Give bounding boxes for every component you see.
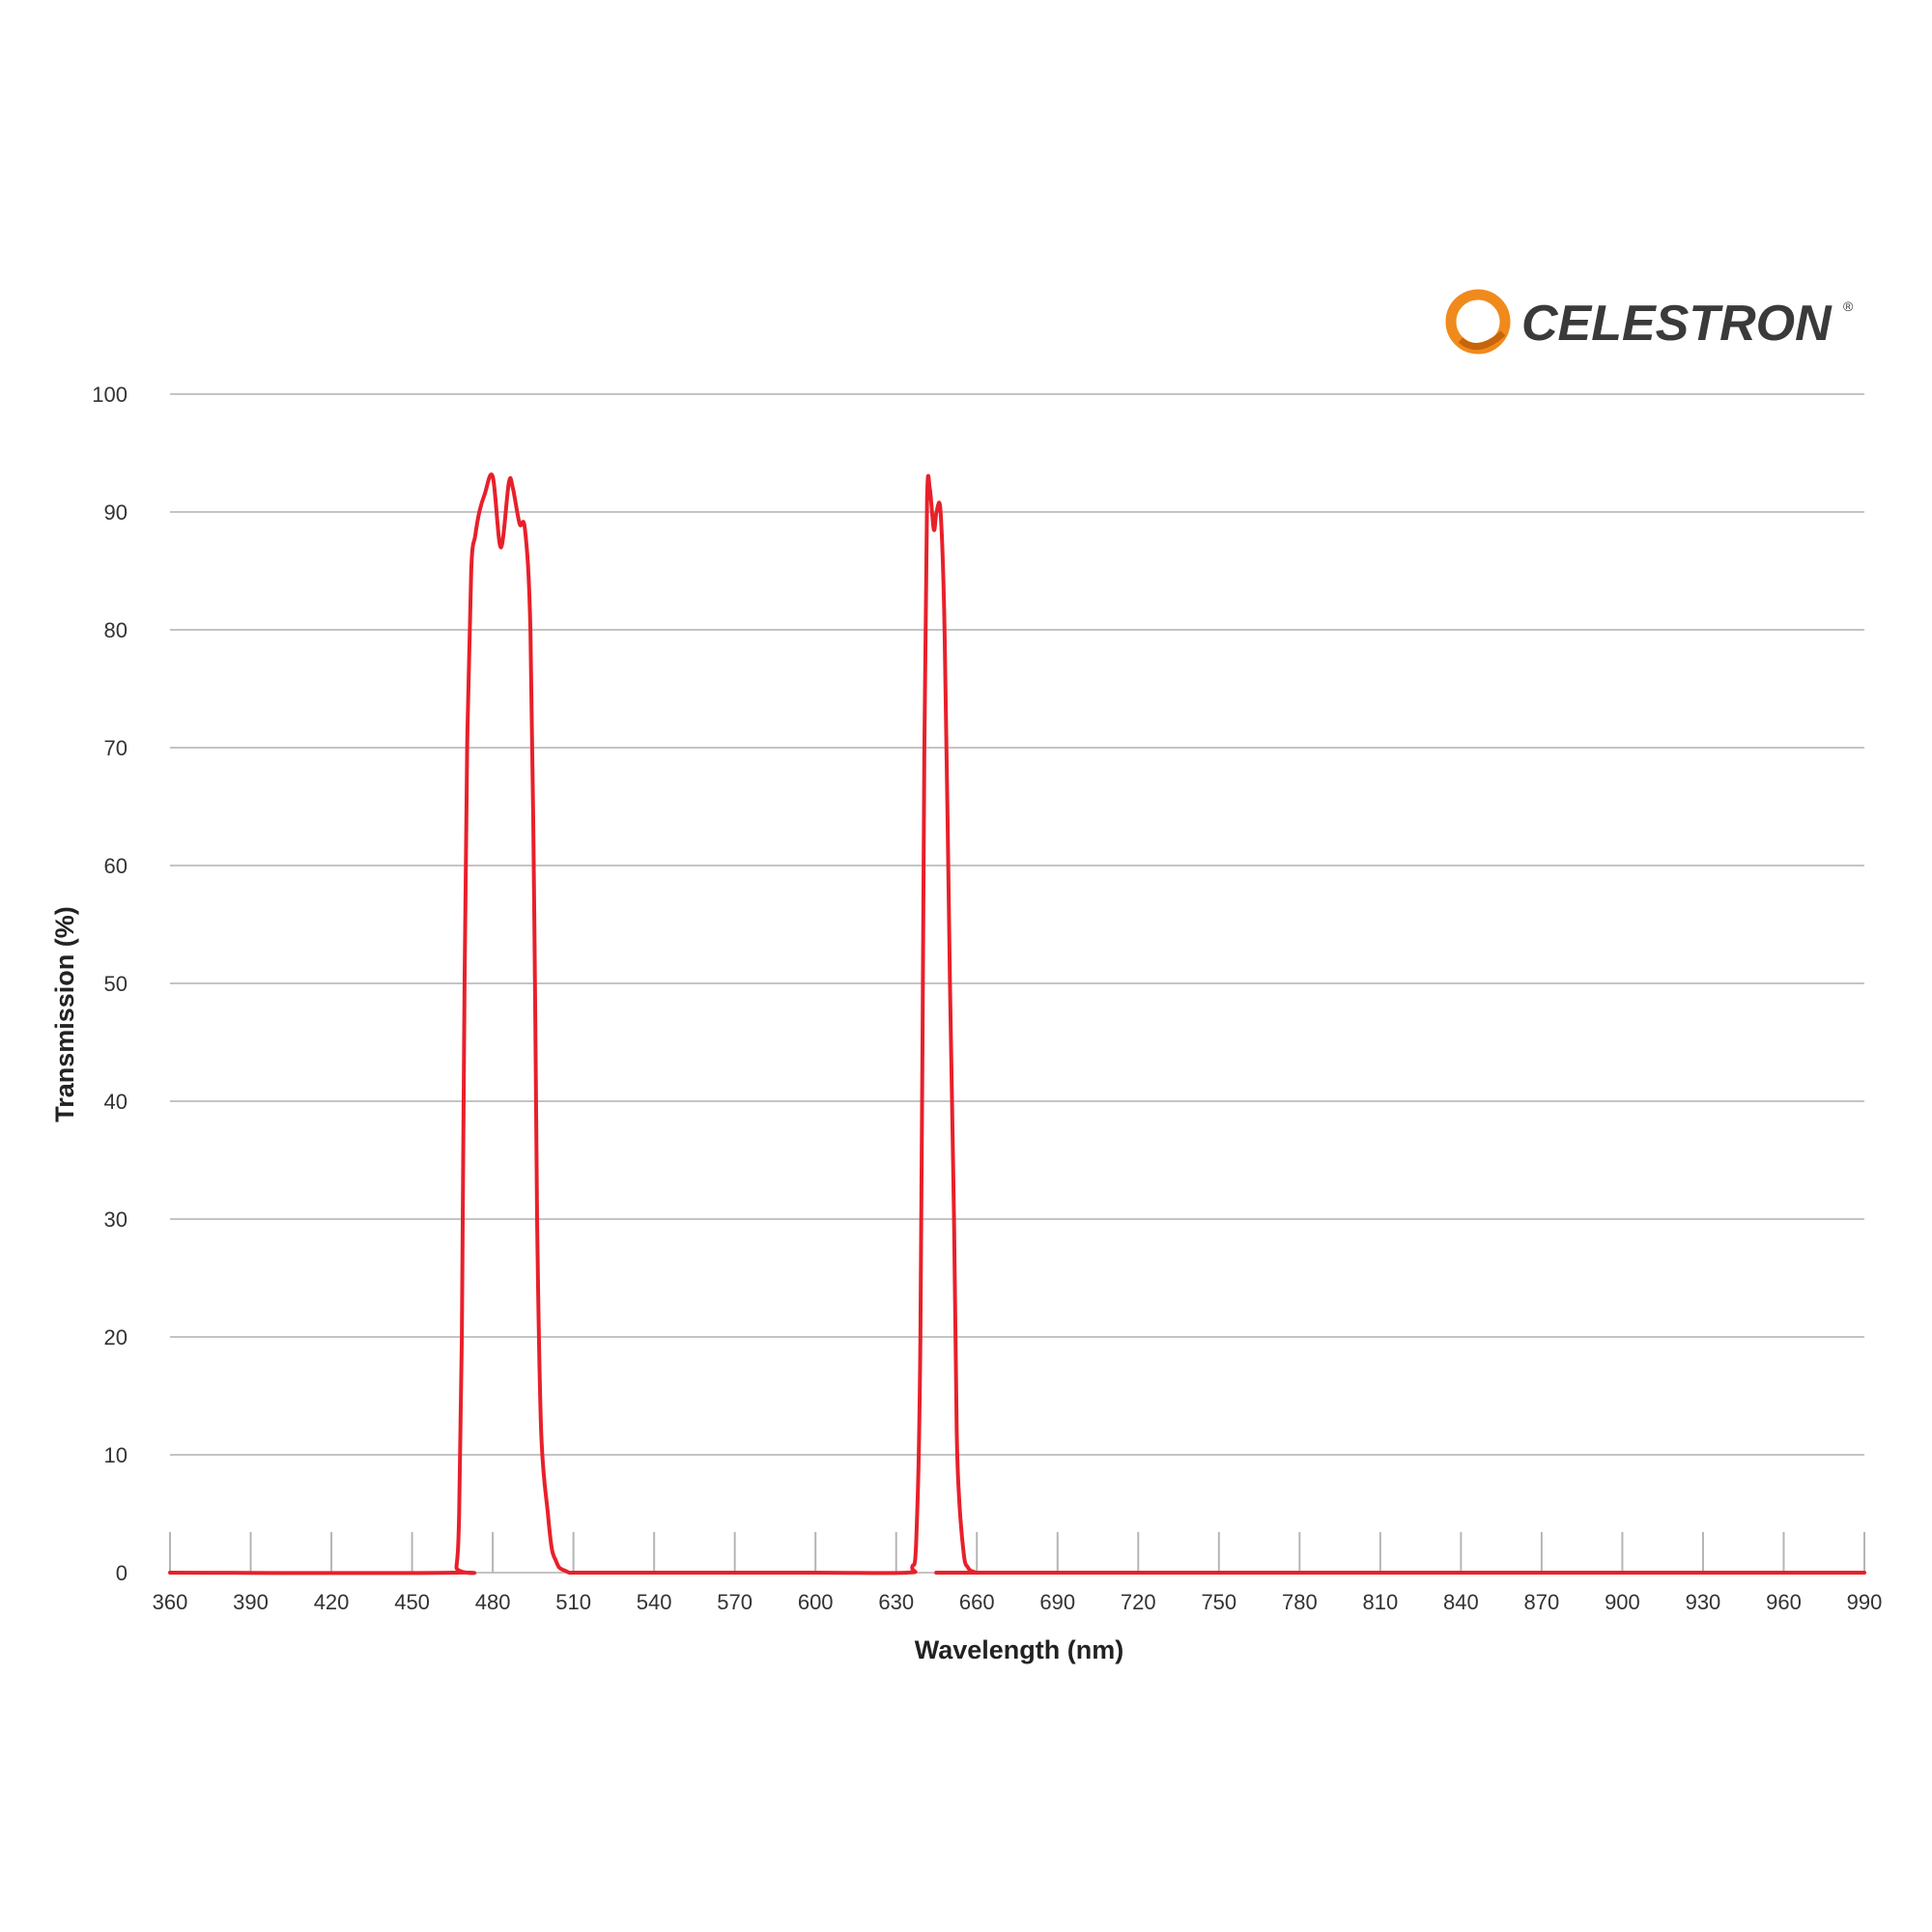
y-tick-label: 60 [104,854,128,878]
brand-name: CELESTRON [1521,296,1833,352]
x-tick-label: 810 [1362,1590,1398,1614]
x-axis: 360 390 420 450 480 510 540 570 600 630 660 690 720 7… [153,1532,1883,1614]
x-tick-label: 450 [394,1590,430,1614]
x-tick-label: 690 [1039,1590,1075,1614]
y-tick-label: 40 [104,1090,128,1114]
x-tick-label: 570 [717,1590,753,1614]
y-tick-label: 30 [104,1208,128,1232]
x-tick-label: 390 [233,1590,269,1614]
transmission-line-series-0 [168,472,1866,1576]
x-tick-label: 510 [555,1590,591,1614]
x-tick-label: 720 [1121,1590,1156,1614]
y-axis-title: Transmission (%) [50,906,79,1122]
x-tick-label: 600 [798,1590,834,1614]
y-tick-label: 20 [104,1325,128,1350]
grid-lines [170,393,1864,1456]
x-tick-label: 840 [1443,1590,1479,1614]
x-tick-label: 660 [959,1590,995,1614]
y-axis: 0 10 20 30 40 50 60 70 80 90 100 [92,383,128,1585]
y-tick-label: 90 [104,500,128,525]
x-axis-title: Wavelength (nm) [915,1635,1124,1664]
x-tick-label: 480 [475,1590,511,1614]
series-layer [168,472,1866,1576]
y-tick-label: 80 [104,618,128,642]
x-tick-label: 990 [1847,1590,1883,1614]
x-tick-label: 780 [1282,1590,1318,1614]
x-tick-label: 900 [1605,1590,1640,1614]
y-tick-label: 0 [116,1561,128,1585]
y-tick-label: 10 [104,1443,128,1467]
x-tick-label: 420 [314,1590,350,1614]
x-tick-label: 630 [878,1590,914,1614]
x-tick-label: 360 [153,1590,188,1614]
brand-trademark: ® [1843,298,1854,314]
y-tick-label: 50 [104,972,128,996]
x-tick-label: 540 [637,1590,672,1614]
celestron-logo: CELESTRON ® [1445,289,1854,355]
x-tick-label: 750 [1201,1590,1236,1614]
y-tick-label: 70 [104,736,128,760]
y-tick-label: 100 [92,383,128,407]
x-tick-label: 960 [1766,1590,1802,1614]
celestron-swirl-icon [1445,289,1511,355]
x-tick-label: 930 [1686,1590,1721,1614]
x-tick-label: 870 [1524,1590,1560,1614]
